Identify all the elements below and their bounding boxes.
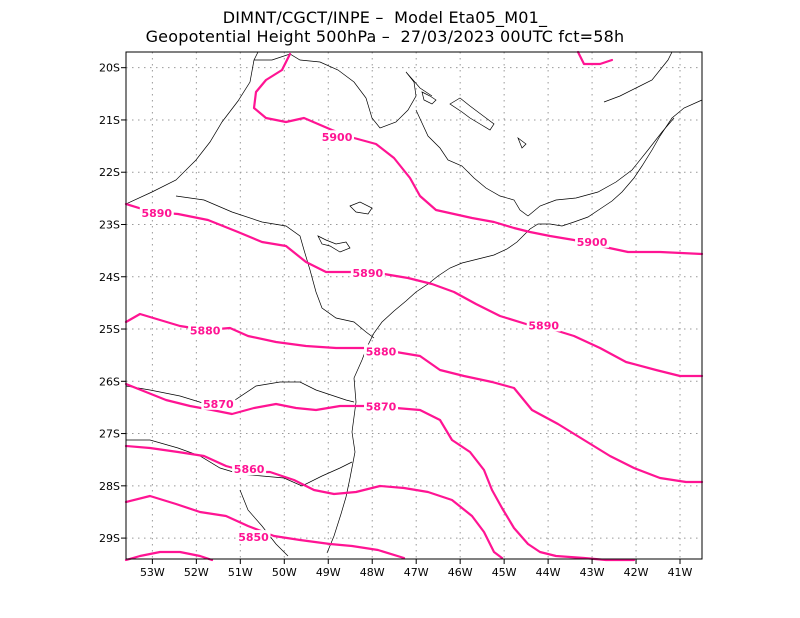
longitude-tick-label: 51W (228, 566, 253, 579)
latitude-tick-label: 26S (99, 375, 120, 388)
longitude-tick-label: 43W (580, 566, 605, 579)
mg-rj-border (527, 51, 675, 217)
longitude-tick-label: 42W (624, 566, 649, 579)
latitude-tick-label: 25S (99, 323, 120, 336)
contour-5900-east (576, 50, 614, 66)
latitude-tick-label: 22S (99, 166, 120, 179)
latitude-tick-label: 21S (99, 114, 120, 127)
latitude-tick-label: 27S (99, 428, 120, 441)
rs-inland-border (239, 489, 289, 557)
western-border (125, 51, 367, 205)
contour-label-5860: 5860 (234, 463, 265, 476)
latitude-tick-label: 23S (99, 218, 120, 231)
contour-label-background (139, 206, 174, 220)
state-border-sp-pr (175, 195, 375, 339)
contour-label-5890: 5890 (141, 207, 172, 220)
contour-label-background (575, 234, 610, 248)
map-title-line-1: DIMNT/CGCT/INPE – Model Eta05_M01_ (222, 8, 548, 27)
reservoirs (317, 91, 527, 253)
contour-label-background (350, 266, 385, 280)
longitude-tick-label: 53W (140, 566, 165, 579)
longitude-tick-label: 41W (668, 566, 693, 579)
contour-label-background (320, 130, 355, 144)
contour-5860 (124, 444, 504, 560)
coastline-and-borders (125, 51, 703, 557)
contour-label-background (364, 399, 399, 413)
contour-label-5890: 5890 (528, 319, 559, 332)
contour-label-background (188, 323, 223, 337)
latitude-tick-label: 20S (99, 62, 120, 75)
contour-label-5900: 5900 (322, 131, 353, 144)
map-frame (125, 51, 703, 560)
longitude-tick-label: 44W (536, 566, 561, 579)
contour-label-5900: 5900 (577, 236, 608, 249)
contour-5870 (124, 382, 636, 562)
grid-lines (126, 52, 702, 559)
longitude-tick-label: 48W (360, 566, 385, 579)
state-border-pr-sc (125, 381, 355, 405)
contour-5850 (124, 494, 406, 560)
contour-label-5880: 5880 (366, 346, 397, 359)
longitude-tick-label: 47W (404, 566, 429, 579)
latitude-tick-label: 28S (99, 480, 120, 493)
contour-label-5890: 5890 (353, 267, 384, 280)
contour-label-5850: 5850 (238, 531, 269, 544)
contour-label-background (201, 396, 236, 410)
atlantic-coastline (326, 99, 703, 554)
contour-label-5870: 5870 (203, 398, 234, 411)
contour-label-background (232, 462, 267, 476)
contour-label-background (526, 318, 561, 332)
latitude-tick-label: 24S (99, 271, 120, 284)
contour-label-5880: 5880 (190, 325, 221, 338)
longitude-tick-label: 46W (448, 566, 473, 579)
contour-labels: 5900 5900 5890 5890 5890 5880 5880 5870 5870 5860… (139, 130, 610, 544)
contour-5840 (124, 550, 214, 562)
longitude-tick-label: 45W (492, 566, 517, 579)
contour-5900-west (252, 52, 704, 256)
contour-5890 (124, 202, 704, 378)
latitude-labels: 20S 21S 22S 23S 24S 25S 26S 27S 28S 29S (99, 62, 126, 545)
longitude-tick-label: 49W (316, 566, 341, 579)
longitude-labels: 53W 52W 51W 50W 49W 48W 47W 46W 45W 44W 43W 42W 41W (140, 559, 693, 579)
map-title-line-2: Geopotential Height 500hPa – 27/03/2023 … (145, 27, 625, 46)
state-border-sp-mg (365, 71, 529, 217)
latitude-tick-label: 29S (99, 532, 120, 545)
contour-label-background (236, 530, 271, 544)
contour-label-background (364, 344, 399, 358)
longitude-tick-label: 50W (272, 566, 297, 579)
longitude-tick-label: 52W (184, 566, 209, 579)
geopotential-contours (124, 50, 704, 562)
contour-label-5870: 5870 (366, 400, 397, 413)
